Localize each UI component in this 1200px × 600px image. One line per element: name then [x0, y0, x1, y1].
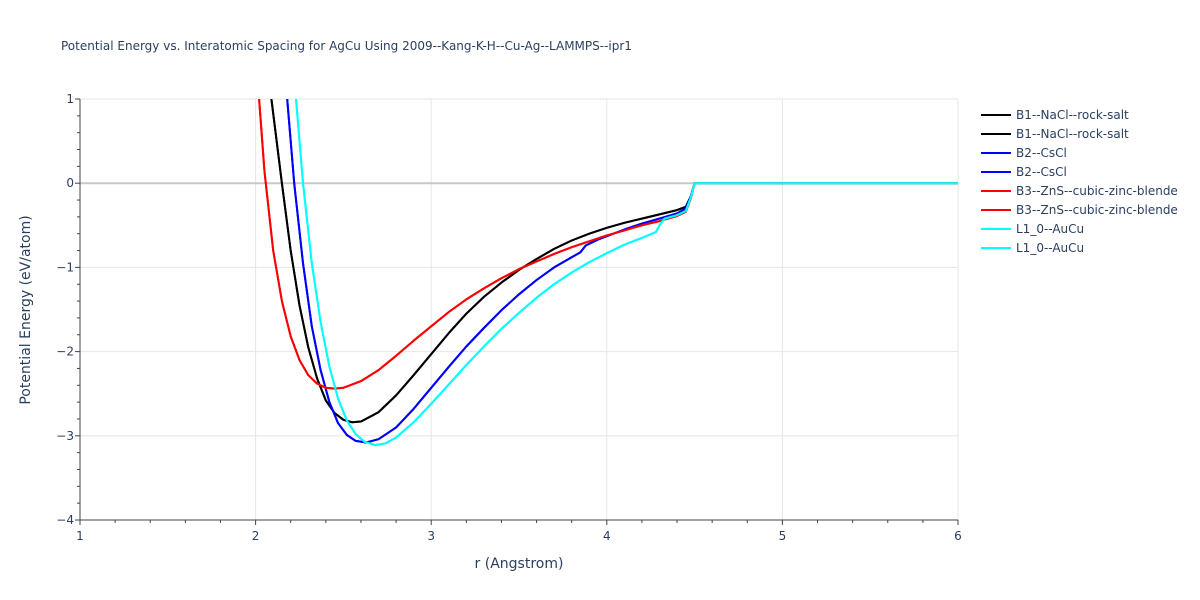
legend-item[interactable]: L1_0--AuCu [981, 241, 1084, 255]
legend-label: B3--ZnS--cubic-zinc-blende [1016, 184, 1178, 198]
series-line-6 [258, 99, 958, 390]
legend-item[interactable]: B2--CsCl [981, 146, 1067, 160]
legend-label: B1--NaCl--rock-salt [1016, 108, 1129, 122]
x-tick-label: 2 [252, 529, 260, 543]
legend-label: B3--ZnS--cubic-zinc-blende [1016, 203, 1178, 217]
axes [75, 98, 959, 525]
legend-label: B2--CsCl [1016, 146, 1067, 160]
series-line-4 [286, 99, 958, 444]
legend-label: B1--NaCl--rock-salt [1016, 127, 1129, 141]
y-tick-label: −3 [56, 429, 74, 443]
legend-item[interactable]: B3--ZnS--cubic-zinc-blende [981, 203, 1178, 217]
legend-item[interactable]: B1--NaCl--rock-salt [981, 127, 1129, 141]
legend-item[interactable]: B1--NaCl--rock-salt [981, 108, 1129, 122]
y-tick-label: 1 [66, 92, 74, 106]
legend-label: L1_0--AuCu [1016, 222, 1084, 236]
series-line-8 [295, 99, 958, 447]
chart-title: Potential Energy vs. Interatomic Spacing… [61, 39, 632, 53]
x-tick-label: 4 [603, 529, 611, 543]
x-axis-title: r (Angstrom) [475, 556, 564, 572]
x-tick-labels: 1 2 3 4 5 6 [76, 529, 962, 543]
y-tick-label: 0 [66, 176, 74, 190]
y-axis-title: Potential Energy (eV/atom) [18, 215, 34, 404]
grid-lines [80, 98, 959, 520]
y-tick-label: −1 [56, 260, 74, 274]
x-tick-label: 6 [954, 529, 962, 543]
legend-item[interactable]: B3--ZnS--cubic-zinc-blende [981, 184, 1178, 198]
x-tick-label: 5 [779, 529, 787, 543]
x-tick-label: 3 [427, 529, 435, 543]
y-tick-labels: 1 0 −1 −2 −3 −4 [56, 92, 74, 527]
x-tick-label: 1 [76, 529, 84, 543]
y-tick-label: −2 [56, 345, 74, 359]
legend-label: L1_0--AuCu [1016, 241, 1084, 255]
legend-label: B2--CsCl [1016, 165, 1067, 179]
legend-item[interactable]: L1_0--AuCu [981, 222, 1084, 236]
series-layer [258, 99, 958, 447]
y-tick-label: −4 [56, 513, 74, 527]
legend[interactable]: B1--NaCl--rock-salt B1--NaCl--rock-salt B2… [981, 108, 1178, 255]
legend-item[interactable]: B2--CsCl [981, 165, 1067, 179]
